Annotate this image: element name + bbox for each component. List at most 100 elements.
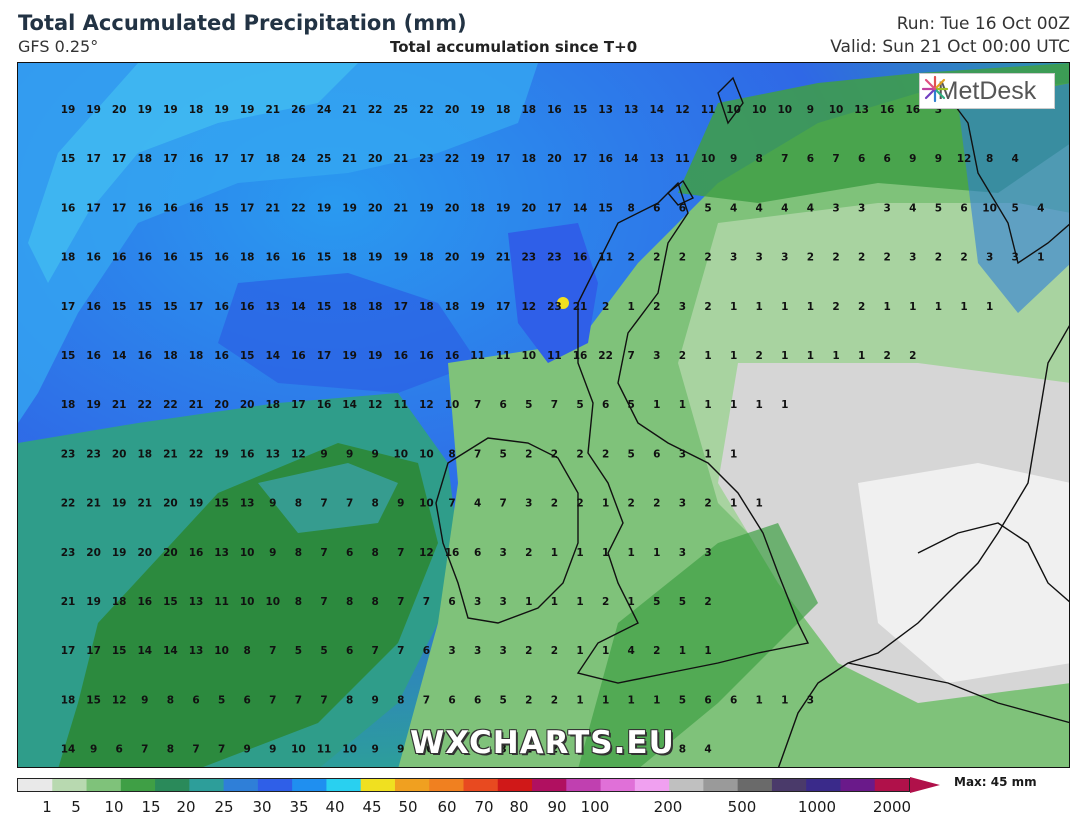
- grid-value: 19: [61, 104, 76, 116]
- grid-value: 16: [265, 252, 280, 264]
- grid-value: 14: [112, 350, 127, 362]
- grid-value: 1: [730, 301, 737, 313]
- grid-value: 4: [474, 744, 481, 756]
- grid-value: 15: [317, 301, 332, 313]
- grid-value: 6: [730, 694, 737, 706]
- grid-value: 2: [525, 694, 532, 706]
- grid-value: 17: [61, 301, 76, 313]
- grid-value: 4: [628, 645, 635, 657]
- grid-value: 18: [521, 153, 536, 165]
- grid-value: 18: [265, 153, 280, 165]
- grid-value: 9: [372, 744, 379, 756]
- grid-value: 1: [781, 350, 788, 362]
- grid-value: 1: [960, 301, 967, 313]
- grid-value: 15: [573, 104, 588, 116]
- coastlines: [435, 76, 1069, 767]
- grid-value: 20: [163, 547, 178, 559]
- grid-value: 16: [598, 153, 613, 165]
- grid-value: 17: [317, 350, 332, 362]
- grid-value: 10: [419, 448, 434, 460]
- grid-value: 8: [756, 153, 763, 165]
- scale-tick-label: 30: [252, 798, 272, 816]
- grid-value: 17: [189, 301, 204, 313]
- grid-value: 4: [704, 744, 711, 756]
- grid-value: 2: [551, 498, 558, 510]
- grid-value: 21: [86, 498, 101, 510]
- grid-value: 8: [295, 596, 302, 608]
- grid-value: 12: [112, 694, 127, 706]
- grid-value: 3: [884, 202, 891, 214]
- grid-value: 18: [112, 596, 127, 608]
- grid-value: 21: [112, 399, 127, 411]
- grid-value: 9: [141, 694, 148, 706]
- border-1: [917, 522, 1069, 603]
- grid-value: 1: [756, 694, 763, 706]
- grid-value: 22: [61, 498, 76, 510]
- grid-value: 13: [624, 104, 639, 116]
- scale-swatch: [532, 779, 567, 791]
- grid-value: 3: [807, 694, 814, 706]
- grid-value: 9: [90, 744, 97, 756]
- grid-value: 1: [781, 399, 788, 411]
- grid-value: 1: [807, 301, 814, 313]
- grid-value: 16: [905, 104, 920, 116]
- grid-value: 2: [602, 301, 609, 313]
- grid-value: 9: [730, 153, 737, 165]
- scale-swatch: [394, 779, 430, 791]
- grid-value: 2: [525, 448, 532, 460]
- grid-value: 17: [496, 301, 511, 313]
- grid-value: 7: [397, 547, 404, 559]
- grid-value: 1: [576, 744, 583, 756]
- grid-value: 11: [701, 104, 716, 116]
- grid-value: 19: [112, 498, 127, 510]
- grid-value: 2: [679, 252, 686, 264]
- grid-value: 21: [393, 202, 408, 214]
- scale-swatch: [223, 779, 259, 791]
- scale-swatch: [292, 779, 327, 791]
- grid-value: 17: [61, 645, 76, 657]
- scale-bar: [17, 778, 910, 792]
- grid-value: 7: [218, 744, 225, 756]
- grid-value: 18: [61, 399, 76, 411]
- chart-subtitle: Total accumulation since T+0: [390, 38, 638, 56]
- value-grid: 19 19 20 19 19 18 19 19 21 26 24 21 22 25 22 20 19 18 18 16…: [61, 104, 1045, 756]
- grid-value: 8: [244, 645, 251, 657]
- grid-value: 2: [884, 350, 891, 362]
- grid-value: 24: [317, 104, 332, 116]
- grid-value: 8: [372, 498, 379, 510]
- grid-value: 23: [419, 153, 434, 165]
- grid-value: 1: [653, 399, 660, 411]
- grid-value: 6: [346, 645, 353, 657]
- max-label: Max: 45 mm: [954, 775, 1037, 789]
- grid-value: 3: [474, 596, 481, 608]
- map-canvas: 19 19 20 19 19 18 19 19 21 26 24 21 22 25 22 20 19 18 18 16…: [18, 63, 1069, 767]
- grid-value: 6: [116, 744, 123, 756]
- grid-value: 19: [86, 399, 101, 411]
- grid-value: 1: [602, 645, 609, 657]
- scale-tick-label: 25: [214, 798, 234, 816]
- grid-value: 2: [832, 301, 839, 313]
- scale-swatch: [806, 779, 841, 791]
- grid-value: 1: [602, 498, 609, 510]
- grid-value: 11: [214, 596, 229, 608]
- grid-value: 1: [986, 301, 993, 313]
- grid-value: 6: [474, 547, 481, 559]
- grid-value: 22: [419, 104, 434, 116]
- grid-value: 17: [240, 153, 255, 165]
- grid-value: 1: [628, 547, 635, 559]
- grid-value: 1: [1037, 252, 1044, 264]
- grid-value: 1: [628, 301, 635, 313]
- grid-value: 3: [474, 645, 481, 657]
- grid-value: 1: [884, 301, 891, 313]
- scale-swatch: [669, 779, 704, 791]
- grid-value: 18: [445, 301, 460, 313]
- grid-value: 1: [551, 596, 558, 608]
- grid-value: 8: [167, 694, 174, 706]
- grid-value: 7: [372, 645, 379, 657]
- grid-value: 17: [291, 399, 306, 411]
- grid-value: 18: [419, 301, 434, 313]
- grid-value: 19: [214, 104, 229, 116]
- grid-value: 16: [317, 399, 332, 411]
- scale-swatch: [634, 779, 670, 791]
- grid-value: 1: [679, 399, 686, 411]
